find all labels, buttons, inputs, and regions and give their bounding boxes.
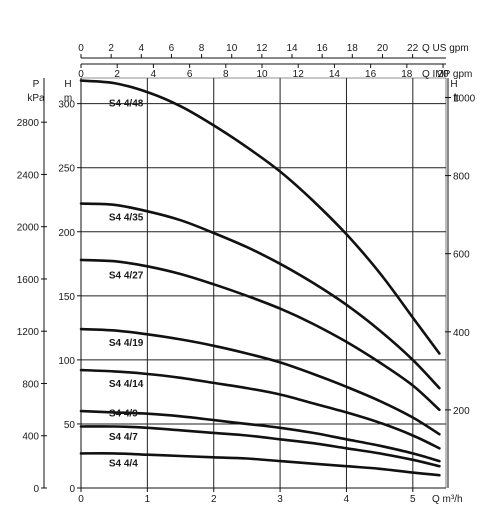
x-tick-label: 1: [145, 494, 151, 505]
y-tick-label: 200: [58, 228, 75, 239]
us-gpm-tick-label: 14: [286, 43, 298, 54]
feet-tick-label: 600: [453, 250, 470, 261]
pressure-tick-label: 2000: [17, 223, 40, 234]
us-gpm-tick-label: 20: [377, 43, 389, 54]
pump-curve: [79, 79, 441, 355]
pump-curve: [79, 258, 441, 412]
us-gpm-tick-label: 4: [139, 43, 145, 54]
feet-tick-label: 1000: [453, 93, 476, 104]
pressure-tick-label: 800: [22, 379, 39, 390]
pressure-tick-label: 400: [22, 432, 39, 443]
pump-curve: [79, 409, 441, 463]
feet-axis-title: H: [450, 79, 457, 90]
imp-gpm-tick-label: 14: [329, 69, 341, 80]
feet-tick-label: 800: [453, 172, 470, 183]
pump-curve-label: S4 4/48: [109, 99, 144, 110]
feet-tick-label: 400: [453, 328, 470, 339]
us-gpm-tick-label: 22: [407, 43, 419, 54]
y-tick-label: 0: [69, 484, 75, 495]
pump-curve-label: S4 4/27: [109, 270, 144, 281]
pump-curve: [79, 327, 441, 436]
imp-gpm-tick-label: 12: [293, 69, 305, 80]
x-tick-label: 0: [78, 494, 84, 505]
performance-curves: [79, 79, 441, 477]
y-tick-label: 100: [58, 356, 75, 367]
imp-gpm-tick-label: 18: [401, 69, 413, 80]
inner-left-axis-unit: m: [64, 93, 72, 104]
feet-tick-label: 200: [453, 406, 470, 417]
pump-curve: [79, 368, 441, 450]
imp-gpm-tick-label: 8: [223, 69, 229, 80]
pump-curve: [79, 452, 441, 477]
pressure-axis-title: P: [33, 79, 40, 90]
pump-curve: [79, 425, 441, 468]
imp-gpm-tick-label: 6: [187, 69, 193, 80]
imp-gpm-tick-label: 0: [78, 69, 84, 80]
pump-curve-label: S4 4/7: [109, 432, 138, 443]
us-gpm-tick-label: 18: [347, 43, 359, 54]
us-gpm-axis-label: Q US gpm: [422, 43, 469, 54]
us-gpm-tick-label: 12: [256, 43, 268, 54]
x-tick-label: 3: [277, 494, 283, 505]
us-gpm-tick-label: 10: [226, 43, 238, 54]
pressure-tick-label: 0: [33, 484, 39, 495]
pressure-tick-label: 1600: [17, 275, 40, 286]
y-tick-label: 300: [58, 100, 75, 111]
x-tick-label: 4: [344, 494, 350, 505]
feet-axis-unit: ft: [453, 93, 459, 104]
y-tick-label: 50: [64, 420, 76, 431]
imp-gpm-axis-label: Q IMP gpm: [422, 69, 472, 80]
pump-curve-label: S4 4/14: [109, 379, 144, 390]
us-gpm-tick-label: 0: [78, 43, 84, 54]
us-gpm-tick-label: 8: [199, 43, 205, 54]
pressure-tick-label: 2800: [17, 118, 40, 129]
us-gpm-tick-label: 6: [169, 43, 175, 54]
pump-curve-label: S4 4/35: [109, 213, 144, 224]
curve-labels: S4 4/48 S4 4/35 S4 4/27 S4 4/19 S4 4/14 S4 4/…: [109, 99, 144, 470]
x-tick-label: 5: [410, 494, 416, 505]
pump-curve-label: S4 4/19: [109, 338, 144, 349]
imp-gpm-tick-label: 4: [151, 69, 157, 80]
pump-curve-label: S4 4/9: [109, 409, 138, 420]
pressure-tick-label: 1200: [17, 327, 40, 338]
pressure-axis-unit: kPa: [27, 93, 45, 104]
y-tick-label: 250: [58, 164, 75, 175]
pump-curve: [79, 202, 441, 390]
x-tick-label: 2: [211, 494, 217, 505]
imp-gpm-tick-label: 10: [256, 69, 268, 80]
pressure-tick-label: 2400: [17, 170, 40, 181]
us-gpm-tick-label: 2: [108, 43, 114, 54]
imp-gpm-tick-label: 2: [114, 69, 120, 80]
pump-curve-label: S4 4/4: [109, 459, 138, 470]
imp-gpm-tick-label: 20: [437, 69, 449, 80]
y-tick-label: 150: [58, 292, 75, 303]
x-axis-label: Q m³/h: [432, 494, 463, 505]
us-gpm-tick-label: 16: [317, 43, 329, 54]
imp-gpm-tick-label: 16: [365, 69, 377, 80]
grid: [81, 77, 447, 488]
inner-left-axis-title: H: [64, 79, 71, 90]
